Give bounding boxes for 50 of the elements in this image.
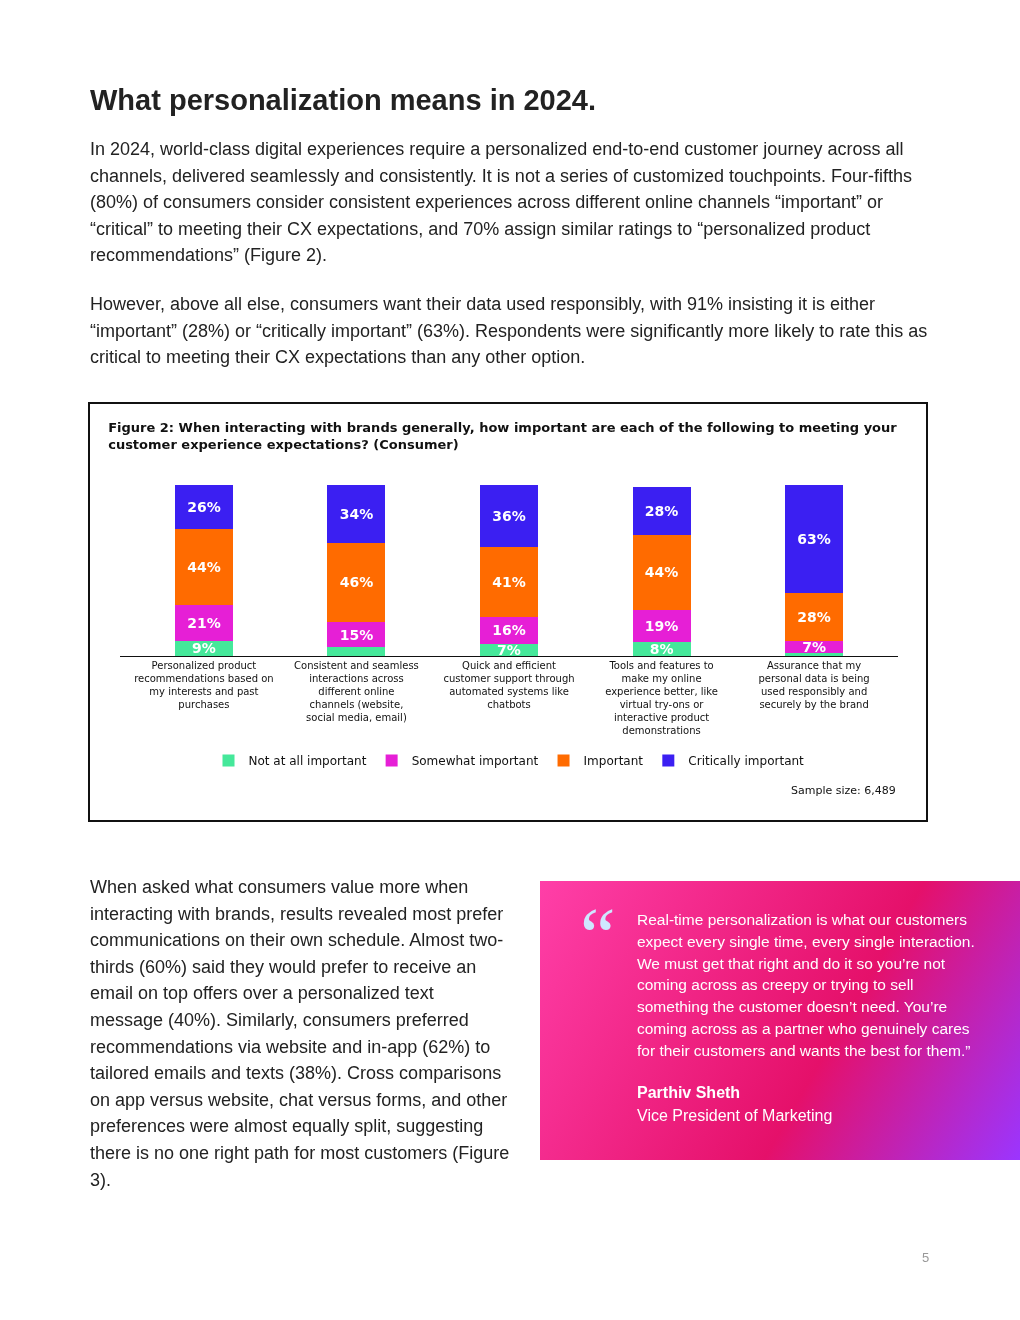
text: Parthiv Sheth <box>637 1084 741 1102</box>
data-label: 21% <box>187 614 221 631</box>
data-label: 28% <box>797 608 831 625</box>
legend-label: Somewhat important <box>411 754 539 769</box>
data-label: 8% <box>649 641 674 658</box>
x-tick-label: Tools and features to make my online experience better, like virtual try-ons or interactive product demonstrations <box>605 660 718 736</box>
bar <box>327 647 386 656</box>
data-label: 7% <box>497 642 521 659</box>
text: What personalization means in 2024. <box>90 84 597 117</box>
data-label: 7% <box>802 638 826 655</box>
bar <box>327 543 386 622</box>
text: “ <box>580 891 616 982</box>
legend-label: Not at all important <box>248 754 367 769</box>
data-label: 34% <box>339 506 374 523</box>
bar <box>480 485 538 547</box>
bar <box>785 485 844 593</box>
legend-label: Critically important <box>688 754 805 769</box>
text: 5 <box>922 1250 930 1265</box>
text: Real-time personalization is what our customers expect every single time, every single interaction. We must get that right and do it so you’re not coming across as creepy or trying to sell something the customer doesn’t need. You’re coming across as a partner who genuinely cares for their customers and wants the best for them.” <box>637 910 976 1061</box>
text: In 2024, world-class digital experiences require a personalized end-to-end customer journey across all channels, delivered seamlessly and consistently. It is not a series of customized touchpoints. Four-fifths (80%) of consumers consider consistent experiences across different online channels “important” or “critical” to meeting their CX expectations, and 70% assign similar ratings to “personalized product recommendations” (Figure 2). <box>90 138 914 268</box>
bar <box>480 546 538 617</box>
bar <box>174 529 233 605</box>
x-tick-label: Personalized product recommendations based on my interests and past purchases <box>134 660 274 710</box>
data-label: 41% <box>492 573 526 590</box>
text: Sample size: 6,489 <box>791 784 896 797</box>
data-label: 44% <box>187 559 221 576</box>
legend-label: Important <box>583 754 644 769</box>
text: When asked what consumers value more when interacting with brands, results revealed most prefer communications on their own schedule. Almost two-thirds (60%) said they would prefer to receive an email on top offers over a personalized text message (40%). Similarly, consumers preferred recommendations via website and in-app (62%) to tailored emails and texts (38%). Cross comparisons on app versus website, chat versus forms, and other preferences were almost equally split, suggesting there is no one right path for most customers (Figure 3). <box>90 877 510 1190</box>
bar <box>174 485 233 530</box>
x-tick-label: Consistent and seamless interactions across different online channels (website, social media, email) <box>294 660 419 723</box>
bar <box>327 485 386 544</box>
data-label: 44% <box>644 564 679 581</box>
chart-title: Figure 2: When interacting with brands generally, how important are each of the following to meeting your customer experience expectations? (Consumer) <box>108 420 898 452</box>
data-label: 26% <box>187 499 221 516</box>
data-label: 9% <box>192 640 216 657</box>
data-label: 36% <box>492 507 526 524</box>
x-tick-label: Quick and efficient customer support through automated systems like chatbots <box>443 660 575 710</box>
bar <box>785 592 844 641</box>
data-label: 15% <box>339 626 374 643</box>
data-label: 19% <box>644 618 679 635</box>
x-tick-label: Assurance that my personal data is being used responsibly and securely by the brand <box>758 660 870 710</box>
bar <box>632 486 691 535</box>
data-label: 46% <box>339 574 374 591</box>
data-label: 28% <box>644 502 679 519</box>
bar <box>632 534 691 610</box>
bar <box>174 604 233 641</box>
data-label: 63% <box>797 530 831 547</box>
data-label: 16% <box>492 622 526 639</box>
text: Vice President of Marketing <box>637 1107 833 1125</box>
text: However, above all else, consumers want their data used responsibly, with 91% insisting it is either “important” (28%) or “critically important” (63%). Respondents were significantly more likely to rate this as critical to meeting their CX expectations than any other option. <box>90 293 929 370</box>
